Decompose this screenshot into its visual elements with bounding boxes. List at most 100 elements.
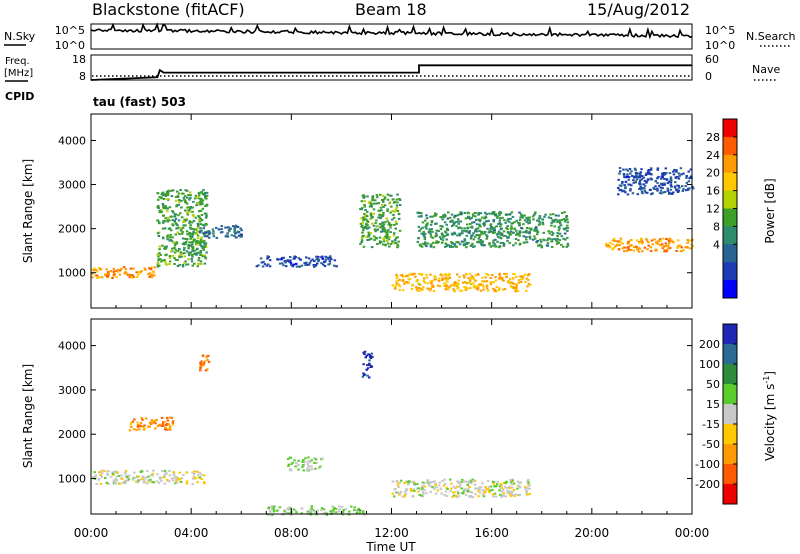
- power-cell: [183, 255, 186, 258]
- power-cell: [175, 242, 179, 245]
- power-cell: [204, 216, 208, 219]
- velocity-cell: [436, 489, 440, 492]
- power-cell: [515, 232, 519, 235]
- power-cell: [261, 265, 265, 268]
- power-cell: [359, 242, 362, 245]
- power-cell: [444, 283, 448, 286]
- power-cell: [115, 269, 118, 272]
- velocity-cell: [452, 485, 456, 488]
- velocity-cell: [180, 477, 184, 480]
- power-cell: [371, 199, 374, 202]
- velocity-cell: [114, 482, 117, 485]
- power-cell: [162, 198, 166, 200]
- power-cell: [552, 213, 555, 216]
- power-cell: [453, 284, 456, 287]
- power-cell: [522, 214, 525, 217]
- power-cell: [686, 239, 689, 241]
- power-cell: [649, 246, 653, 249]
- power-cell: [425, 227, 428, 230]
- power-cell: [446, 288, 450, 291]
- power-cell: [257, 264, 260, 267]
- velocity-cell: [444, 490, 448, 493]
- power-cell: [229, 227, 232, 230]
- velocity-cell: [142, 478, 146, 481]
- power-cell: [460, 211, 463, 214]
- power-cell: [392, 216, 396, 219]
- velocity-cell: [203, 482, 206, 485]
- power-cell: [453, 221, 457, 224]
- power-cell: [205, 212, 208, 215]
- power-cell: [679, 250, 683, 253]
- power-cell: [565, 245, 568, 248]
- velocity-cell: [115, 475, 119, 478]
- velocity-cell: [151, 474, 154, 477]
- power-cell: [498, 214, 501, 217]
- nave-tick-top: 60: [705, 53, 719, 66]
- power-cell: [212, 232, 215, 235]
- power-cell: [673, 186, 677, 189]
- power-cell: [654, 185, 657, 188]
- power-cell: [450, 241, 453, 244]
- velocity-cell: [152, 469, 155, 472]
- velocity-cell: [504, 480, 508, 483]
- power-cell: [175, 241, 178, 244]
- power-cell: [198, 241, 201, 244]
- power-cell: [263, 263, 267, 266]
- freq-label: Freq.: [5, 56, 30, 67]
- power-cell: [314, 264, 318, 267]
- power-cell: [605, 242, 608, 245]
- power-cell: [528, 216, 532, 219]
- power-cell: [194, 194, 198, 197]
- velocity-cell: [452, 491, 455, 494]
- velocity-cell: [199, 363, 202, 366]
- x-tick-label: 16:00: [474, 526, 509, 540]
- power-cell: [394, 208, 398, 211]
- velocity-cell: [199, 367, 202, 369]
- velocity-data-marks: [92, 350, 531, 516]
- power-cell: [191, 221, 194, 224]
- velocity-cell: [470, 482, 473, 485]
- power-cell: [482, 285, 485, 288]
- power-cell: [455, 225, 458, 228]
- power-cell: [443, 213, 446, 216]
- velocity-cell: [139, 471, 142, 473]
- power-cell: [641, 187, 645, 190]
- power-cell: [533, 235, 536, 238]
- power-cell: [517, 279, 521, 281]
- power-cell: [431, 230, 434, 233]
- velocity-cell: [284, 511, 287, 514]
- power-cell: [432, 246, 436, 249]
- power-cell: [502, 235, 506, 237]
- power-cell: [429, 223, 433, 226]
- power-cell: [382, 211, 385, 214]
- velocity-cell: [161, 470, 164, 473]
- power-cell: [382, 243, 385, 246]
- power-cell: [196, 237, 200, 240]
- power-cell: [619, 237, 623, 240]
- velocity-cell: [307, 460, 311, 463]
- velocity-cell: [355, 511, 359, 514]
- power-cell: [441, 233, 444, 235]
- power-cell: [563, 211, 566, 214]
- power-cell: [203, 254, 206, 257]
- velocity-feature: [128, 416, 175, 432]
- velocity-cell: [319, 465, 322, 468]
- velocity-cell: [287, 508, 290, 511]
- power-cell: [465, 282, 468, 285]
- power-cell: [643, 179, 647, 182]
- power-cell: [378, 213, 381, 216]
- power-cell: [429, 215, 432, 218]
- power-cell: [474, 235, 477, 238]
- colorbar-swatch: [723, 404, 737, 425]
- velocity-cell: [204, 369, 208, 372]
- power-cell: [519, 280, 523, 283]
- velocity-cell: [163, 482, 167, 485]
- velocity-cell: [391, 492, 394, 495]
- velocity-cell: [278, 506, 282, 509]
- power-cell: [518, 219, 522, 221]
- power-cell: [460, 227, 463, 230]
- power-cell: [183, 246, 186, 249]
- power-cell: [178, 256, 181, 259]
- power-cell: [665, 178, 669, 181]
- power-cell: [156, 232, 160, 235]
